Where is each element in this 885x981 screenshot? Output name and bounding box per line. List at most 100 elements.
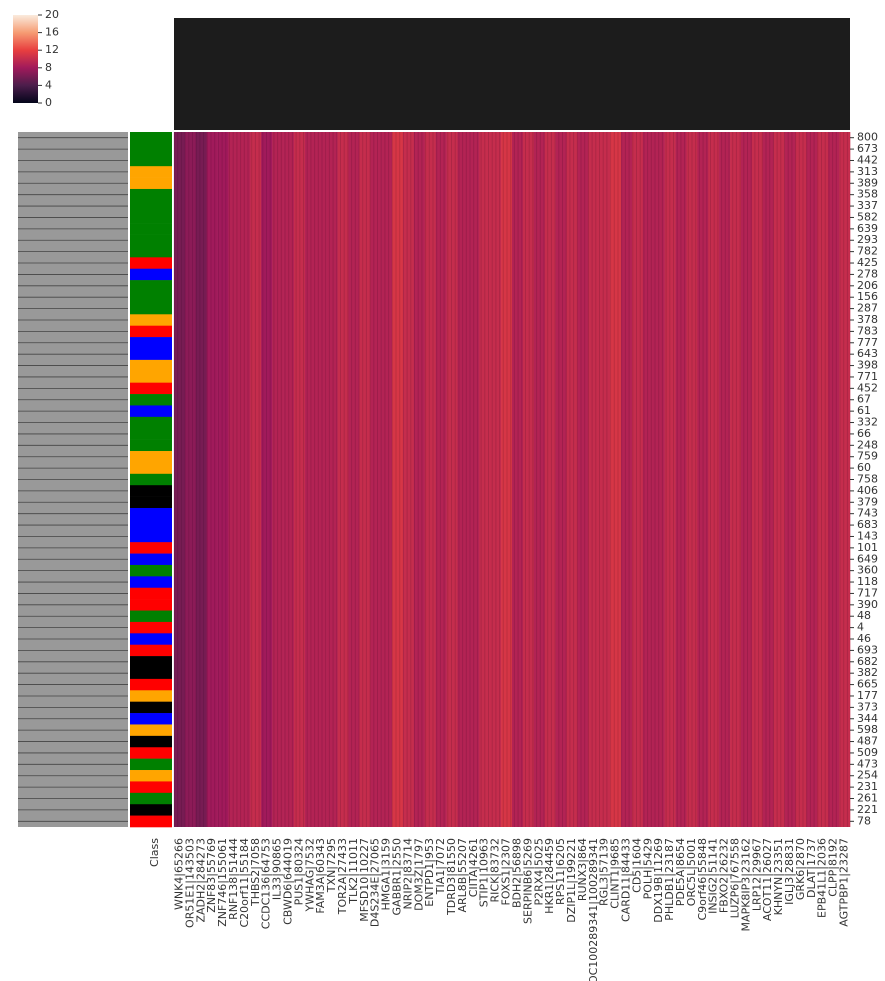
x-tick-label: LUZP6|767558 <box>729 838 742 918</box>
x-tick-label: HKR1|284459 <box>543 838 556 914</box>
class-cell <box>130 485 172 497</box>
class-cell <box>130 132 172 144</box>
class-cell <box>130 610 172 623</box>
class-cell <box>130 496 172 509</box>
class-cell <box>130 382 172 395</box>
y-tick-label: 373 <box>857 700 878 713</box>
class-cell <box>130 200 172 213</box>
y-tick-label: 66 <box>857 427 871 440</box>
y-tick-label: 48 <box>857 609 871 622</box>
heatmap-column <box>599 132 611 827</box>
x-tick-label: AGTPBP1|23287 <box>838 838 851 927</box>
class-cell <box>130 587 172 600</box>
class-cell <box>130 416 172 429</box>
y-tick-label: 771 <box>857 370 878 383</box>
x-tick-label: RPS11|6205 <box>554 838 567 905</box>
x-tick-label: THBS2|7058 <box>249 838 262 907</box>
y-tick-label: 101 <box>857 541 878 554</box>
heatmap-column <box>719 132 731 827</box>
class-cell <box>130 166 172 178</box>
y-tick-label: 4 <box>857 621 864 634</box>
x-tick-label: ARL8B|55207 <box>456 838 469 913</box>
class-cell <box>130 507 172 520</box>
class-cell <box>130 188 172 201</box>
heatmap-column <box>621 132 633 827</box>
class-cell <box>130 348 172 361</box>
y-tick-label: 398 <box>857 359 878 372</box>
x-tick-label: FBXO2|26232 <box>718 838 731 913</box>
class-cell <box>130 792 172 805</box>
class-cell <box>130 724 172 737</box>
heatmap-column <box>730 132 742 827</box>
x-tick-label: WNK4|65266 <box>172 838 185 910</box>
heatmap-column <box>806 132 818 827</box>
x-tick-label: ZNF746|155061 <box>216 838 229 927</box>
class-cell <box>130 211 172 224</box>
class-cell <box>130 291 172 304</box>
heatmap-column <box>402 132 415 827</box>
x-tick-label: PUS1|80324 <box>292 838 305 905</box>
heatmap-column <box>337 132 349 827</box>
heatmap-column <box>413 132 426 827</box>
class-cell <box>130 667 172 680</box>
heatmap-column <box>392 132 404 827</box>
y-tick-label: 673 <box>857 142 878 155</box>
heatmap-column <box>381 132 393 827</box>
class-cell <box>130 621 172 634</box>
x-tick-label: RICK|83732 <box>489 838 502 902</box>
colorbar: 0 4 8 12 16 20 <box>13 8 59 109</box>
y-tick-label: 344 <box>857 712 878 725</box>
colorbar-tick-label: 16 <box>45 26 59 39</box>
x-tick-label: CBWD6|644019 <box>281 838 294 925</box>
y-tick-label: 800 <box>857 131 878 144</box>
class-cell <box>130 690 172 702</box>
x-tick-label: CLINT1|9685 <box>609 838 622 909</box>
y-tick-label: 60 <box>857 461 871 474</box>
x-tick-label: CIITA|4261 <box>467 838 480 897</box>
y-tick-label: 777 <box>857 336 878 349</box>
heatmap-column <box>184 132 197 827</box>
y-tick-label: 425 <box>857 256 878 269</box>
x-tick-label: CCDC136|64753 <box>260 838 273 929</box>
colorbar-gradient <box>13 15 38 103</box>
y-tick-label: 639 <box>857 222 878 235</box>
class-cell <box>130 280 172 292</box>
class-cell <box>130 644 172 657</box>
x-tick-label: FAM3A|60343 <box>314 838 327 914</box>
y-tick-label: 358 <box>857 188 878 201</box>
heatmap-column <box>544 132 556 827</box>
class-cell <box>130 268 172 281</box>
y-tick-label: 221 <box>857 803 878 816</box>
x-tick-label: C9orf46|55848 <box>696 838 709 921</box>
heatmap-column <box>468 132 480 827</box>
x-tick-label: ORC5L|5001 <box>685 838 698 906</box>
x-tick-label: PHLDB1|23187 <box>663 838 676 921</box>
heatmap-column <box>174 132 186 827</box>
heatmap-column <box>228 132 240 827</box>
heatmap-column <box>272 132 284 827</box>
heatmap-column <box>642 132 655 827</box>
colorbar-tick-label: 12 <box>45 43 59 56</box>
heatmap-column <box>664 132 676 827</box>
y-tick-label: 682 <box>857 655 878 668</box>
x-tick-label: INSIG2|51141 <box>707 838 720 914</box>
x-tick-label: ENTPD1|953 <box>423 838 436 907</box>
class-cell <box>130 564 172 577</box>
class-cell <box>130 633 172 646</box>
class-label: Class <box>148 838 161 867</box>
x-tick-label: IL33|90865 <box>271 838 284 900</box>
y-tick-label: 743 <box>857 507 878 520</box>
y-tick-label: 406 <box>857 484 878 497</box>
class-cell <box>130 473 172 486</box>
heatmap-column <box>512 132 524 827</box>
class-cell <box>130 371 172 383</box>
heatmap-column <box>435 132 447 827</box>
class-cell <box>130 462 172 475</box>
x-tick-label: DOM3Z|1797 <box>412 838 425 911</box>
class-cell <box>130 758 172 771</box>
heatmap-column <box>239 132 251 827</box>
heatmap-column <box>686 132 698 827</box>
y-tick-label: 783 <box>857 324 878 337</box>
heatmap-column <box>577 132 589 827</box>
